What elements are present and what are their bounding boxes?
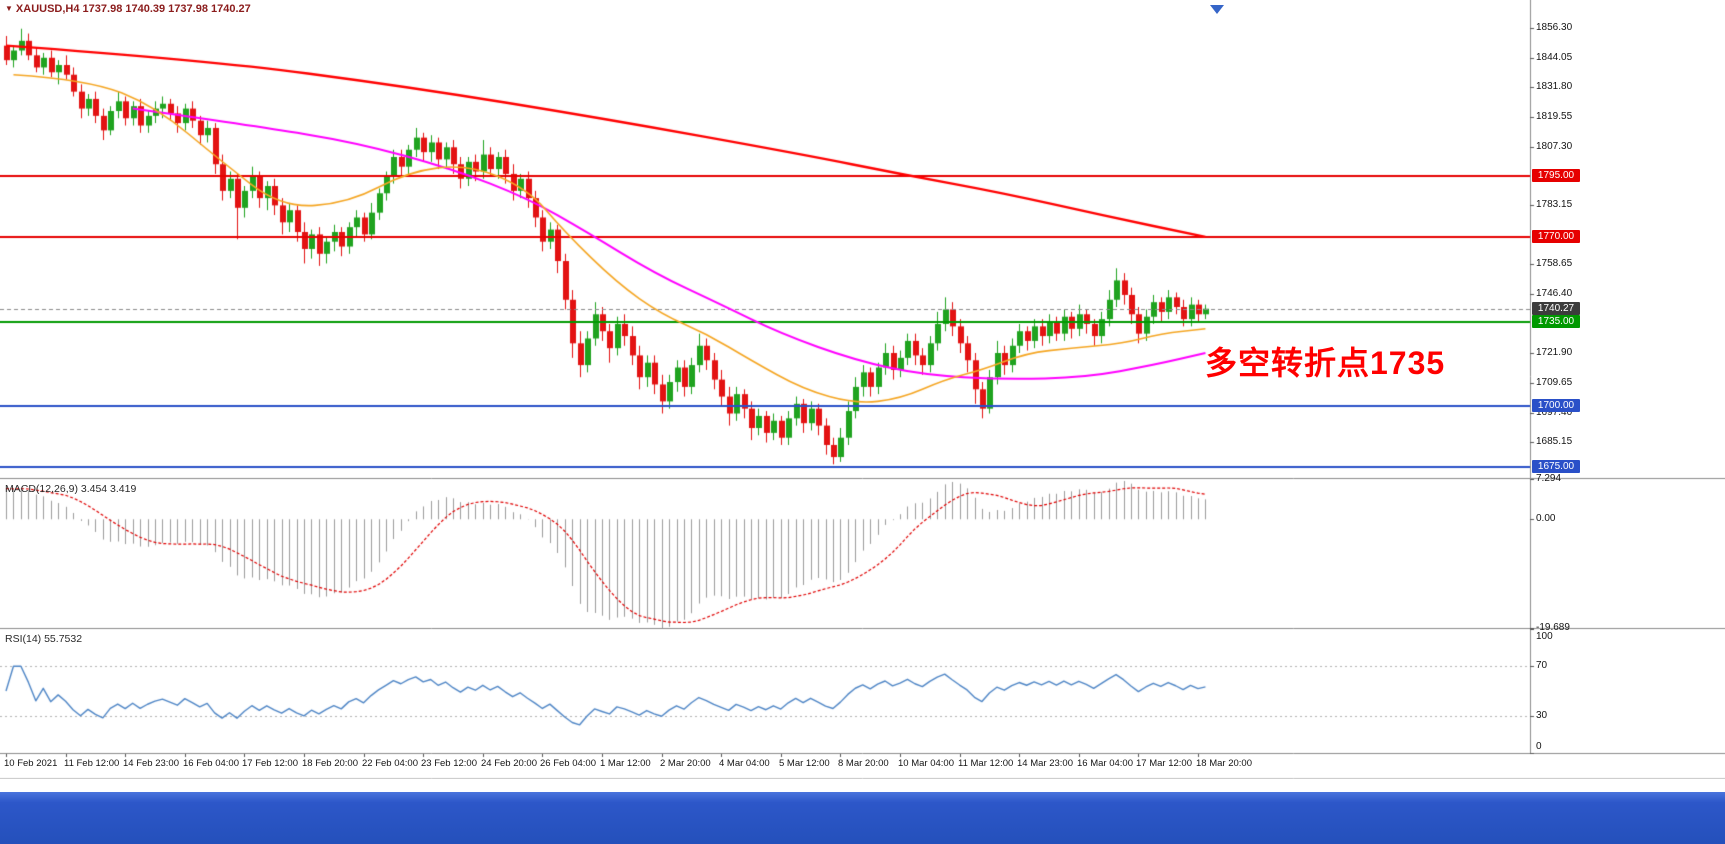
rsi-indicator-label: RSI(14) 55.7532 bbox=[5, 633, 83, 645]
price-tick-label: 1758.65 bbox=[1536, 258, 1573, 269]
rsi-axis-label: 100 bbox=[1536, 631, 1553, 642]
price-tick-label: 1709.65 bbox=[1536, 377, 1573, 388]
date-label: 1 Mar 12:00 bbox=[600, 758, 651, 769]
date-label: 11 Feb 12:00 bbox=[64, 758, 120, 769]
date-label: 24 Feb 20:00 bbox=[481, 758, 537, 769]
price-tick-label: 1856.30 bbox=[1536, 22, 1573, 33]
macd-indicator-label: MACD(12,26,9) 3.454 3.419 bbox=[5, 483, 137, 495]
date-label: 5 Mar 12:00 bbox=[779, 758, 830, 769]
price-tick-label: 1831.80 bbox=[1536, 81, 1573, 92]
symbol-dropdown-arrow-icon[interactable]: ▼ bbox=[5, 4, 13, 13]
price-tick-label: 1844.05 bbox=[1536, 52, 1573, 63]
price-tick-label: 1697.40 bbox=[1536, 407, 1573, 418]
date-label: 17 Mar 12:00 bbox=[1136, 758, 1192, 769]
rsi-axis-label: 30 bbox=[1536, 710, 1548, 721]
mt4-chart-window: ▼ XAUUSD,H4 1737.98 1740.39 1737.98 1740.… bbox=[0, 0, 1725, 779]
date-label: 10 Feb 2021 bbox=[4, 758, 58, 769]
date-label: 11 Mar 12:00 bbox=[958, 758, 1014, 769]
price-line-label: 1700.00 bbox=[1532, 399, 1580, 412]
price-line-label: 1740.27 bbox=[1532, 302, 1580, 315]
price-tick-label: 1685.15 bbox=[1536, 436, 1573, 447]
date-label: 16 Mar 04:00 bbox=[1077, 758, 1133, 769]
date-label: 14 Feb 23:00 bbox=[123, 758, 179, 769]
chart-canvas[interactable] bbox=[0, 0, 1725, 779]
price-line-label: 1735.00 bbox=[1532, 315, 1580, 328]
chart-shift-marker-icon[interactable] bbox=[1210, 5, 1224, 14]
date-label: 22 Feb 04:00 bbox=[362, 758, 418, 769]
price-tick-label: 1746.40 bbox=[1536, 288, 1573, 299]
time-axis[interactable]: 10 Feb 2021 11 Feb 12:00 14 Feb 23:00 16 Fe… bbox=[0, 754, 1530, 778]
macd-axis-label: 7.294 bbox=[1536, 473, 1562, 484]
date-label: 14 Mar 23:00 bbox=[1017, 758, 1073, 769]
symbol-ohlc-text: XAUUSD,H4 1737.98 1740.39 1737.98 1740.2… bbox=[15, 3, 251, 15]
macd-axis-label: -19.689 bbox=[1536, 622, 1570, 633]
date-label: 26 Feb 04:00 bbox=[540, 758, 596, 769]
date-label: 4 Mar 04:00 bbox=[719, 758, 770, 769]
price-tick-label: 1721.90 bbox=[1536, 347, 1573, 358]
price-tick-label: 1819.55 bbox=[1536, 111, 1573, 122]
macd-axis-label: 0.00 bbox=[1536, 513, 1556, 524]
price-line-label: 1795.00 bbox=[1532, 169, 1580, 182]
rsi-axis-label: 0 bbox=[1536, 741, 1542, 752]
date-label: 8 Mar 20:00 bbox=[838, 758, 889, 769]
date-label: 10 Mar 04:00 bbox=[898, 758, 954, 769]
date-label: 18 Feb 20:00 bbox=[302, 758, 358, 769]
price-axis[interactable]: 1856.30 1844.05 1831.80 1819.55 1807.30 1783.… bbox=[1530, 0, 1725, 779]
date-label: 23 Feb 12:00 bbox=[421, 758, 477, 769]
date-label: 18 Mar 20:00 bbox=[1196, 758, 1252, 769]
date-label: 16 Feb 04:00 bbox=[183, 758, 239, 769]
date-label: 2 Mar 20:00 bbox=[660, 758, 711, 769]
date-label: 17 Feb 12:00 bbox=[242, 758, 298, 769]
price-tick-label: 1783.15 bbox=[1536, 199, 1573, 210]
price-line-label: 1675.00 bbox=[1532, 460, 1580, 473]
bottom-blue-bar bbox=[0, 792, 1725, 844]
price-line-label: 1770.00 bbox=[1532, 230, 1580, 243]
price-tick-label: 1807.30 bbox=[1536, 141, 1573, 152]
annotation-text: 多空转折点1735 bbox=[1205, 345, 1446, 381]
symbol-ohlc-label: ▼ XAUUSD,H4 1737.98 1740.39 1737.98 1740.… bbox=[5, 3, 251, 15]
rsi-axis-label: 70 bbox=[1536, 660, 1548, 671]
